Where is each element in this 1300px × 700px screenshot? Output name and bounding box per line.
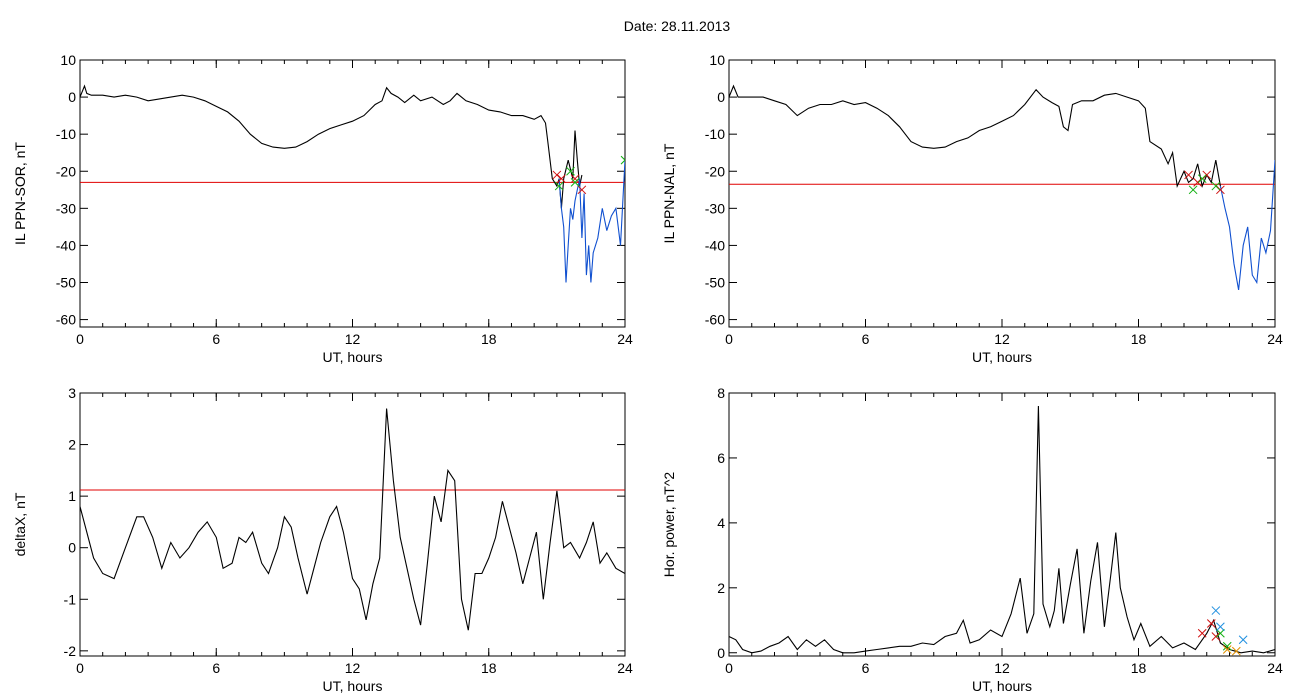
y-axis-label: IL PPN-SOR, nT <box>12 142 28 245</box>
plot-frame <box>79 59 626 328</box>
x-tick-label: 0 <box>725 660 733 676</box>
marker-green <box>1197 174 1207 184</box>
y-tick-label: 0 <box>717 645 725 661</box>
marker-blue <box>1211 606 1221 615</box>
plot-frame <box>79 392 626 657</box>
marker-blue <box>1216 622 1225 632</box>
series-line <box>80 84 583 209</box>
y-tick-label: -20 <box>705 163 725 179</box>
y-tick-label: 10 <box>709 52 725 68</box>
y-tick-label: -30 <box>56 200 76 216</box>
plot-frame <box>728 392 1276 657</box>
y-tick-label: -30 <box>705 200 725 216</box>
x-tick-label: 0 <box>725 331 733 347</box>
x-tick-label: 18 <box>481 660 497 676</box>
plot-frame <box>728 59 1276 328</box>
y-tick-label: -1 <box>64 591 77 607</box>
marker-green <box>1211 181 1221 191</box>
marker-green <box>554 181 564 191</box>
marker-red <box>1206 619 1216 628</box>
y-tick-label: 2 <box>68 437 76 453</box>
y-axis-label: IL PPN-NAL, nT <box>661 143 677 243</box>
marker-green <box>570 178 580 187</box>
chart-panel-nal: 0 6 12 18 24 10 0 -10 -20 -30 -40 -50 -60 UT, hours IL… <box>661 52 1283 365</box>
y-tick-label: 0 <box>68 540 76 556</box>
y-axis-label: Hor. power, nT^2 <box>661 472 677 578</box>
marker-red <box>1193 178 1203 187</box>
y-tick-label: -20 <box>56 163 76 179</box>
marker-green <box>1216 628 1225 638</box>
marker-orange <box>1231 646 1241 656</box>
x-axis-label: UT, hours <box>972 349 1032 365</box>
y-tick-label: -50 <box>705 275 725 291</box>
x-axis-label: UT, hours <box>972 678 1032 694</box>
marker-red <box>552 170 562 180</box>
marker-red <box>1184 170 1193 180</box>
marker-red <box>557 174 566 184</box>
marker-red <box>1216 185 1225 195</box>
y-tick-label: 0 <box>717 89 725 105</box>
series-line <box>80 408 625 631</box>
x-tick-label: 6 <box>212 331 220 347</box>
series-line <box>729 84 1221 189</box>
y-tick-label: -40 <box>705 237 725 253</box>
x-tick-label: 12 <box>994 660 1010 676</box>
x-tick-label: 0 <box>76 331 84 347</box>
y-tick-label: -10 <box>56 126 76 142</box>
y-tick-label: 10 <box>60 52 76 68</box>
y-axis-label: deltaX, nT <box>12 492 28 556</box>
y-tick-label: -40 <box>56 237 76 253</box>
x-tick-label: 18 <box>1131 660 1147 676</box>
y-tick-label: -60 <box>56 312 76 328</box>
y-tick-label: -60 <box>705 312 725 328</box>
series-overlay-line <box>1219 160 1275 290</box>
x-tick-label: 6 <box>212 660 220 676</box>
y-tick-label: 4 <box>717 515 725 531</box>
marker-red <box>1202 170 1212 180</box>
y-tick-label: 6 <box>717 450 725 466</box>
page-title: Date: 28.11.2013 <box>623 18 731 34</box>
x-tick-label: 24 <box>1267 660 1283 676</box>
y-tick-label: -50 <box>56 275 76 291</box>
y-tick-label: 2 <box>717 580 725 596</box>
y-tick-label: 1 <box>68 488 76 504</box>
x-tick-label: 12 <box>994 331 1010 347</box>
y-tick-label: -10 <box>705 126 725 142</box>
x-tick-label: 12 <box>345 331 361 347</box>
marker-green <box>1188 185 1198 195</box>
marker-blue <box>1238 635 1248 645</box>
x-axis-label: UT, hours <box>323 349 383 365</box>
marker-red <box>1197 628 1207 638</box>
x-tick-label: 6 <box>862 331 870 347</box>
marker-green <box>1222 641 1232 651</box>
x-tick-label: 6 <box>862 660 870 676</box>
series-overlay-line <box>558 160 625 283</box>
x-axis-label: UT, hours <box>323 678 383 694</box>
x-tick-label: 18 <box>1131 331 1147 347</box>
y-tick-label: 0 <box>68 89 76 105</box>
marker-orange <box>1222 645 1232 654</box>
x-tick-label: 18 <box>481 331 497 347</box>
chart-panel-power: 0 6 12 18 24 8 6 4 2 0 UT, hours Hor. power, nT^2 <box>661 385 1283 694</box>
x-tick-label: 0 <box>76 660 84 676</box>
y-tick-label: 8 <box>717 385 725 401</box>
x-tick-label: 24 <box>617 331 633 347</box>
marker-red <box>570 174 580 184</box>
y-tick-label: -2 <box>64 643 77 659</box>
marker-red <box>1211 632 1221 641</box>
x-tick-label: 24 <box>1267 331 1283 347</box>
series-line <box>729 405 1275 654</box>
chart-panel-sor: 0 6 12 18 24 10 0 -10 -20 -30 -40 -50 -60 UT, hours IL… <box>12 52 633 365</box>
marker-green <box>566 166 575 176</box>
x-tick-label: 24 <box>617 660 633 676</box>
chart-panel-deltax: 0 6 12 18 24 3 2 1 0 -1 -2 UT, hours deltaX, nT <box>12 385 633 694</box>
y-tick-label: 3 <box>68 385 76 401</box>
marker-green <box>620 155 625 165</box>
x-tick-label: 12 <box>345 660 361 676</box>
marker-red <box>577 185 587 195</box>
